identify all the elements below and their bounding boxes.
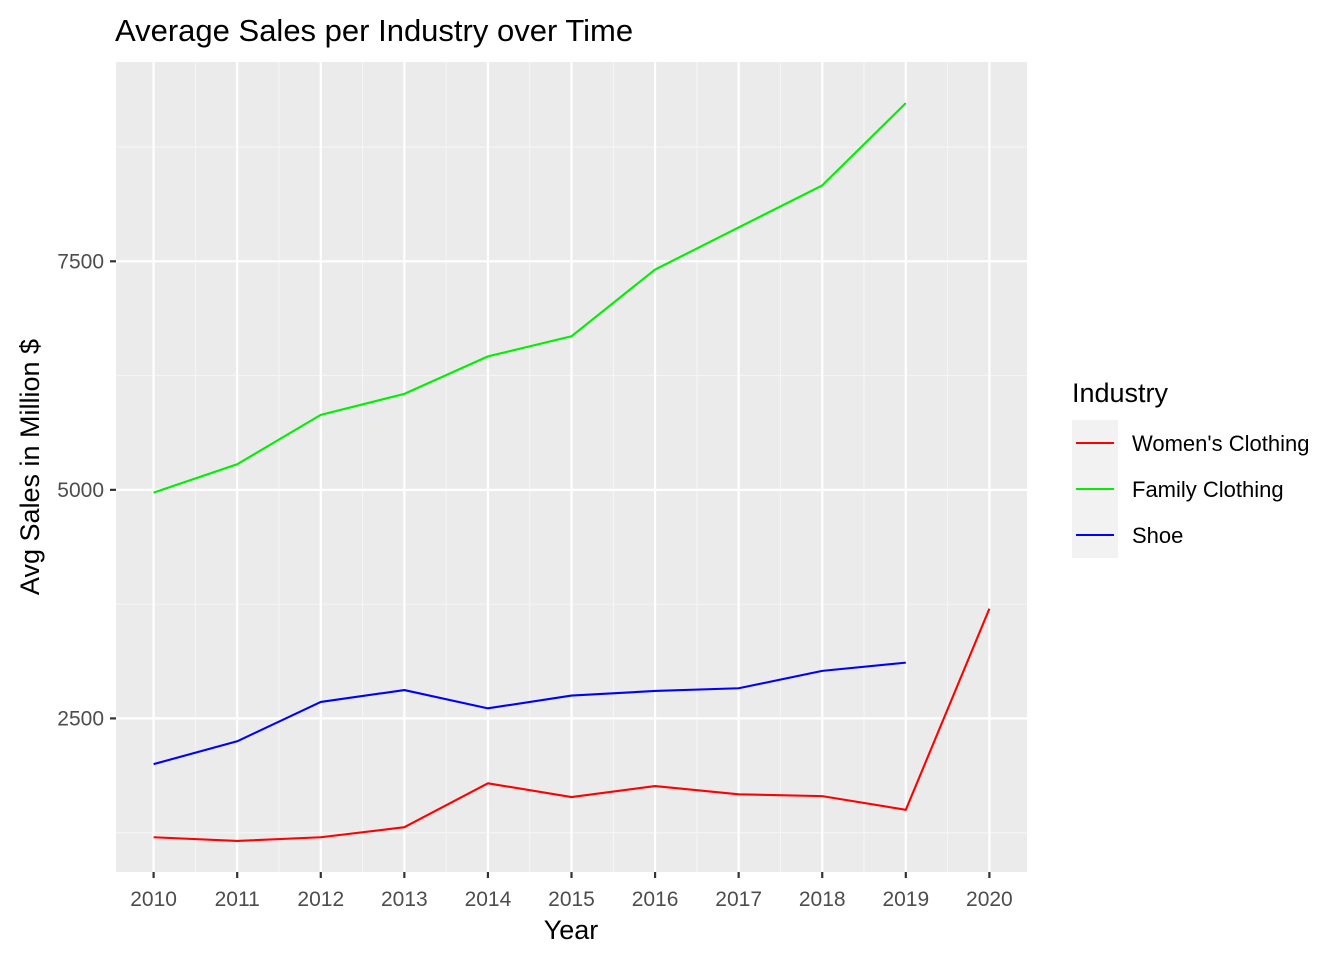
x-tick-label: 2014	[465, 888, 512, 911]
x-tick-label: 2010	[130, 888, 177, 911]
y-tick-label: 7500	[57, 250, 104, 273]
chart-title: Average Sales per Industry over Time	[115, 13, 633, 48]
legend-label-women-s-clothing: Women's Clothing	[1132, 431, 1309, 456]
x-tick-label: 2019	[882, 888, 929, 911]
x-tick-label: 2016	[632, 888, 679, 911]
x-tick-label: 2013	[381, 888, 428, 911]
x-tick-label: 2020	[966, 888, 1013, 911]
y-axis-title: Avg Sales in Million $	[15, 339, 45, 595]
y-tick-label: 2500	[57, 707, 104, 730]
legend-label-shoe: Shoe	[1132, 523, 1183, 548]
legend-title: Industry	[1072, 378, 1169, 408]
x-tick-label: 2011	[215, 888, 260, 911]
x-tick-label: 2017	[715, 888, 762, 911]
x-tick-label: 2015	[548, 888, 595, 911]
x-tick-label: 2018	[799, 888, 846, 911]
x-axis-title: Year	[544, 915, 599, 945]
x-tick-label: 2012	[297, 888, 344, 911]
y-tick-label: 5000	[57, 479, 104, 502]
legend-label-family-clothing: Family Clothing	[1132, 477, 1284, 502]
